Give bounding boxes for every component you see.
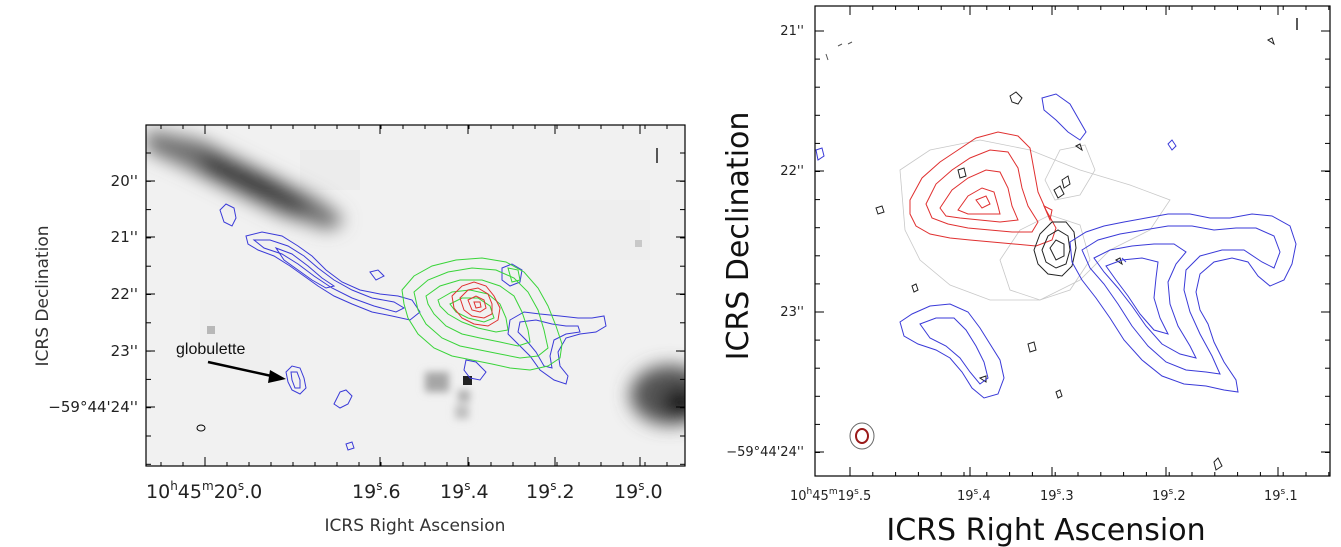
right-xtick-label: 19s.2: [1152, 487, 1186, 504]
right-black-contours: [875, 37, 1275, 471]
right-ytick-label: 23'': [780, 305, 804, 320]
left-greyscale-image: [146, 125, 685, 466]
right-panel: 21'' 22'' 23'' −59°44'24'' 10h45m19s.5 1…: [721, 5, 1331, 547]
left-xtick-label: 10h45m20s.0: [146, 479, 262, 503]
right-beam-outer: [849, 422, 875, 450]
right-xlabel: ICRS Right Ascension: [886, 513, 1205, 547]
left-ytick-label: −59°44'24'': [48, 398, 138, 416]
right-beam-inner: [855, 428, 869, 444]
left-xtick-label: 19s.0: [614, 479, 663, 503]
right-xtick-label: 10h45m19s.5: [790, 487, 871, 504]
left-xtick-label: 19s.2: [526, 479, 575, 503]
globulette-arrowhead: [268, 370, 286, 383]
left-frame: [145, 124, 686, 467]
left-xtick-label: 19s.6: [352, 479, 401, 503]
left-green-contours: [401, 257, 563, 371]
left-ylabel: ICRS Declination: [33, 226, 53, 367]
right-gray-contours: [899, 139, 1171, 301]
left-xtick-label: 19s.4: [440, 479, 489, 503]
right-blue-contours: [815, 93, 1297, 399]
left-small-contour: [196, 424, 206, 432]
right-ytick-label: 22'': [780, 164, 804, 179]
right-ylabel: ICRS Declination: [721, 112, 756, 361]
left-ytick-label: 20'': [111, 172, 138, 190]
right-frame: [814, 5, 1331, 477]
left-ytick-label: 22'': [111, 285, 138, 303]
left-blue-contours: [219, 203, 607, 451]
left-xlabel: ICRS Right Ascension: [325, 516, 506, 536]
right-xtick-label: 19s.4: [957, 487, 991, 504]
right-ytick-label: 21'': [780, 24, 804, 39]
right-xtick-label: 19s.3: [1040, 487, 1074, 504]
globulette-label: globulette: [176, 341, 245, 358]
left-panel: 20'' 21'' 22'' 23'' −59°44'24'' 10h45m20…: [33, 124, 686, 536]
right-red-contours: [909, 131, 1057, 247]
left-ytick-label: 21'': [111, 228, 138, 246]
left-red-contours: [451, 281, 501, 327]
left-ytick-label: 23'': [111, 342, 138, 360]
globulette-arrow: [207, 360, 277, 379]
right-ytick-label: −59°44'24'': [726, 445, 804, 460]
right-axis-ticks: [815, 6, 1330, 476]
right-xtick-label: 19s.1: [1264, 487, 1298, 504]
left-axis-ticks: [146, 125, 685, 466]
